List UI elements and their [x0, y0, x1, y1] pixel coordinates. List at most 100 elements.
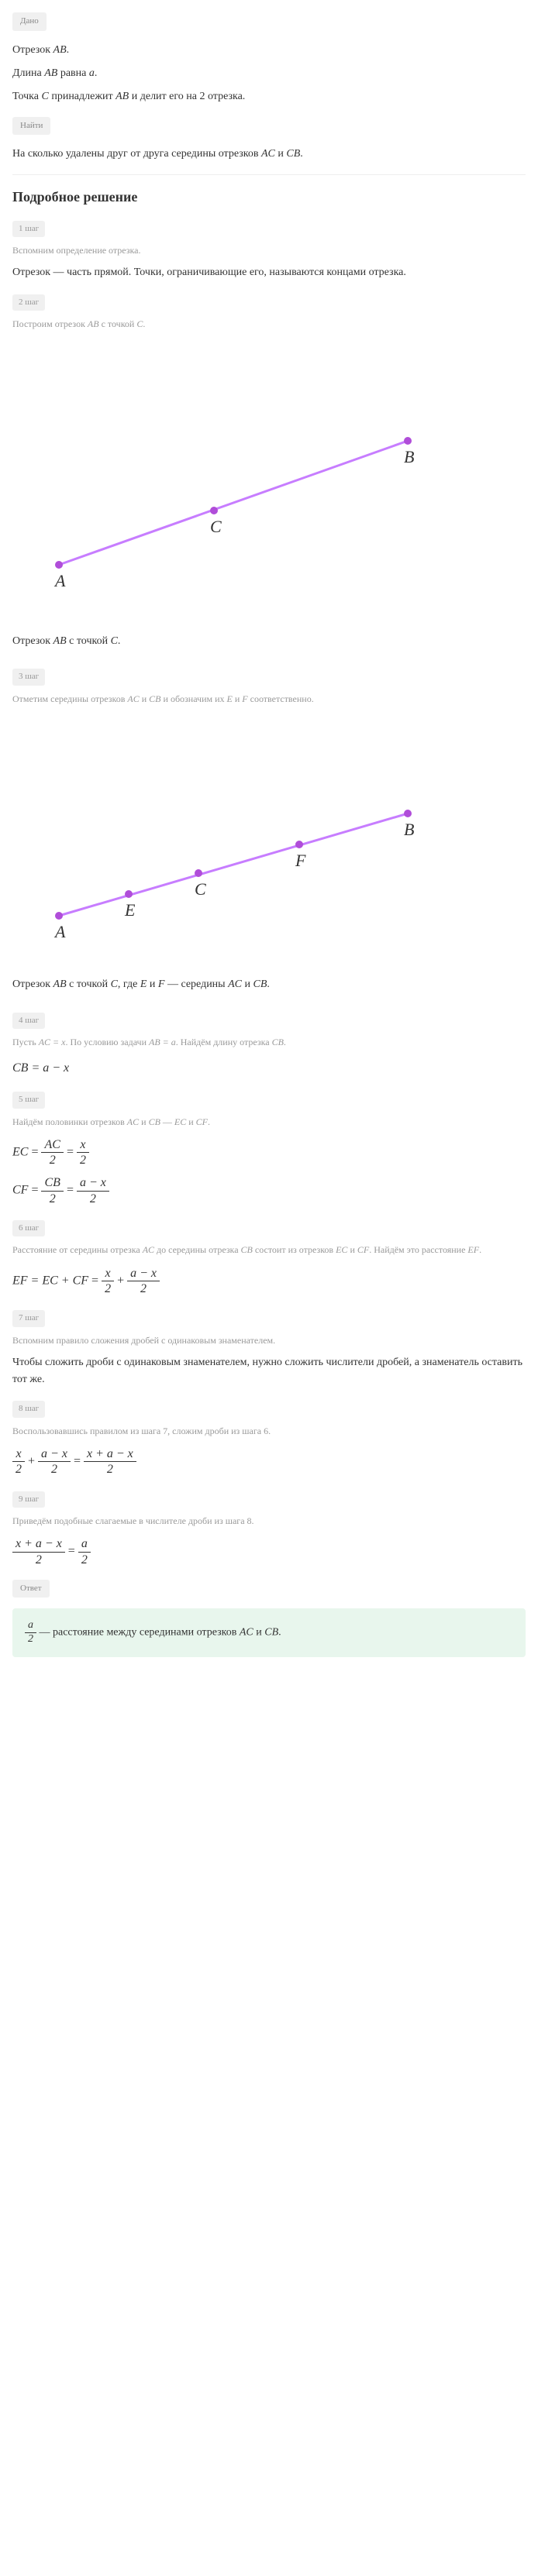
frac: a2 — [78, 1536, 91, 1567]
num: x + a − x — [84, 1446, 136, 1462]
step-8-formula: x2 + a − x2 = x + a − x2 — [12, 1446, 526, 1477]
num: a — [25, 1619, 36, 1633]
den: 2 — [102, 1281, 114, 1296]
math: AB = a — [149, 1037, 176, 1047]
num: a − x — [127, 1266, 160, 1281]
text: . — [252, 1515, 254, 1526]
frac: x + a − x2 — [12, 1536, 65, 1567]
text: до середины отрезка — [154, 1244, 241, 1255]
text: и — [253, 1627, 265, 1639]
frac: a − x2 — [77, 1175, 109, 1205]
text: , сложим дроби из шага — [167, 1426, 264, 1436]
svg-text:C: C — [195, 879, 206, 899]
den: 2 — [78, 1553, 91, 1567]
text: соответственно. — [248, 693, 314, 704]
step-9-formula: x + a − x2 = a2 — [12, 1536, 526, 1567]
text: принадлежит — [49, 91, 116, 102]
frac: x2 — [102, 1266, 114, 1296]
math: AB — [88, 318, 99, 329]
frac: x + a − x2 — [84, 1446, 136, 1477]
den: 2 — [41, 1192, 63, 1206]
num: a − x — [38, 1446, 71, 1462]
math: C — [41, 91, 48, 102]
svg-text:B: B — [404, 447, 414, 466]
frac: x2 — [12, 1446, 25, 1477]
text: и обозначим их — [161, 693, 227, 704]
find-label: Найти — [12, 117, 50, 136]
plus: + — [117, 1274, 127, 1287]
frac: CB2 — [41, 1175, 63, 1205]
num: x + a − x — [12, 1536, 65, 1552]
text: с точкой — [99, 318, 137, 329]
svg-text:A: A — [53, 922, 66, 941]
svg-text:B: B — [404, 820, 414, 839]
step-7-muted: Вспомним правило сложения дробей с одина… — [12, 1333, 526, 1348]
text: . Найдём длину отрезка — [176, 1037, 272, 1047]
text: . — [479, 1244, 481, 1255]
svg-text:F: F — [295, 851, 306, 870]
text: Приведём подобные слагаемые в числителе … — [12, 1515, 247, 1526]
plus: + — [28, 1455, 38, 1468]
text: — середины — [164, 978, 228, 990]
eq: = — [68, 1545, 78, 1558]
given-block: Отрезок AB. Длина AB равна a. Точка C пр… — [12, 42, 526, 106]
lhs: EC — [12, 1145, 28, 1158]
step-8-muted: Воспользовавшись правилом из шага 7, сло… — [12, 1424, 526, 1439]
math: CB — [149, 693, 160, 704]
num: x — [77, 1137, 89, 1153]
text: и делит его на — [129, 91, 199, 102]
segment-svg-2: AECFB — [12, 722, 462, 954]
text: Построим отрезок — [12, 318, 88, 329]
text: Найдём половинки отрезков — [12, 1116, 127, 1127]
step-7-label: 7 шаг — [12, 1310, 45, 1327]
text: и — [140, 693, 149, 704]
text: и — [147, 978, 158, 990]
step-8-label: 8 шаг — [12, 1401, 45, 1418]
text: На сколько удалены друг от друга середин… — [12, 148, 261, 160]
text: . — [95, 67, 98, 79]
step-6-label: 6 шаг — [12, 1220, 45, 1237]
den: 2 — [12, 1462, 25, 1477]
text: Точка — [12, 91, 41, 102]
text: Воспользовавшись правилом из шага — [12, 1426, 163, 1436]
text: . — [143, 318, 145, 329]
step-6-muted: Расстояние от середины отрезка AC до сер… — [12, 1243, 526, 1257]
text: состоит из отрезков — [253, 1244, 336, 1255]
num: a — [78, 1536, 91, 1552]
given-line-3: Точка C принадлежит AB и делит его на 2 … — [12, 88, 526, 105]
text: Отрезок — [12, 635, 53, 647]
text: отрезка. — [205, 91, 245, 102]
math: AB — [53, 44, 67, 56]
den: 2 — [77, 1192, 109, 1206]
math: CB — [149, 1116, 160, 1127]
math: CB — [264, 1627, 278, 1639]
step-3-label: 3 шаг — [12, 669, 45, 686]
text: . — [268, 1426, 271, 1436]
step-7-body: Чтобы сложить дроби с одинаковым знамена… — [12, 1354, 526, 1389]
math: AC — [143, 1244, 154, 1255]
den: 2 — [25, 1633, 36, 1646]
frac: a − x2 — [38, 1446, 71, 1477]
math: F — [242, 693, 247, 704]
step-9-muted: Приведём подобные слагаемые в числителе … — [12, 1514, 526, 1529]
text: и — [275, 148, 287, 160]
step-4-label: 4 шаг — [12, 1013, 45, 1030]
math: AC — [261, 148, 275, 160]
step-9-label: 9 шаг — [12, 1491, 45, 1508]
text: Отрезок — [12, 978, 53, 990]
text: Длина — [12, 67, 44, 79]
diagram-2-caption: Отрезок AB с точкой C, где E и F — серед… — [12, 976, 526, 993]
den: 2 — [41, 1153, 63, 1168]
num: AC — [41, 1137, 63, 1153]
step-5-formula-1: EC = AC2 = x2 — [12, 1137, 526, 1168]
frac: x2 — [77, 1137, 89, 1168]
step-4-muted: Пусть AC = x. По условию задачи AB = a. … — [12, 1035, 526, 1050]
lhs: CF — [12, 1184, 28, 1197]
math: CB — [253, 978, 267, 990]
lhs: EF = EC + CF — [12, 1274, 88, 1287]
text: — расстояние между серединами отрезков — [40, 1627, 240, 1639]
den: 2 — [77, 1153, 89, 1168]
text: равна — [57, 67, 89, 79]
text: . — [300, 148, 303, 160]
math: AB — [44, 67, 57, 79]
